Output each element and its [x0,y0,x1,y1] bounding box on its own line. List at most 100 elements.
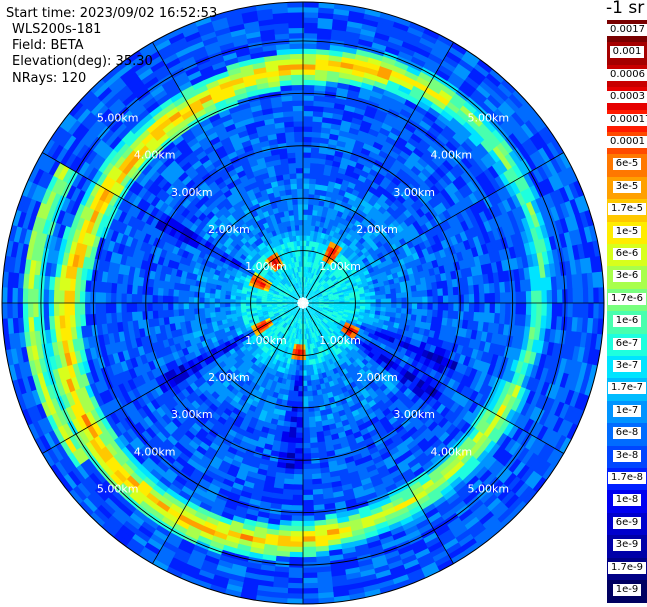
ppi-cell [320,477,332,485]
ppi-cell [415,518,431,531]
ppi-cell [322,267,328,274]
ppi-cell [325,336,331,343]
ppi-cell [302,494,314,501]
ppi-cell [472,189,484,203]
ppi-cell [459,231,469,243]
ppi-cell [587,348,596,366]
ppi-cell [583,226,594,244]
ppi-cell [324,256,330,263]
ppi-cell [316,368,322,375]
ppi-cell [358,38,374,48]
ppi-cell [420,382,430,393]
ppi-cell [536,425,549,442]
ppi-cell [321,482,333,490]
ppi-cell [400,432,412,443]
ppi-cell [483,283,491,295]
ppi-cell [376,365,385,374]
ppi-cell [403,36,421,48]
ppi-cell [414,161,426,173]
ppi-cell [368,95,383,105]
ppi-cell [349,523,364,533]
ppi-cell [307,385,313,392]
ppi-cell [311,390,318,397]
ppi-cell [528,241,538,256]
ppi-cell [451,525,469,540]
ppi-cell [406,458,420,470]
ppi-cell [544,397,556,414]
ppi-cell [325,314,332,319]
ppi-cell [442,159,455,172]
ppi-cell [324,268,330,275]
ppi-cell [533,150,547,167]
ppi-cell [419,232,429,243]
ppi-cell [315,58,330,66]
ppi-cell [532,113,548,131]
ppi-cell [446,101,461,115]
ppi-cell [316,275,321,282]
ppi-cell [370,303,377,308]
ppi-cell [323,318,329,324]
ppi-cell [577,303,584,319]
ppi-cell [442,287,449,297]
ppi-cell [458,294,465,304]
ppi-cell [412,407,423,418]
ppi-cell [303,313,305,320]
ppi-cell [459,422,472,435]
ppi-cell [356,331,364,338]
ppi-cell [571,274,579,290]
ppi-cell [421,460,434,472]
ppi-cell [482,119,497,134]
ppi-cell [451,380,461,393]
ppi-cell [548,235,558,252]
ppi-cell [515,430,529,446]
ppi-cell [380,540,397,551]
ppi-cell [437,34,455,48]
ppi-cell [314,84,327,92]
ppi-cell [320,272,325,278]
ppi-cell [528,116,544,134]
ppi-cell [498,419,511,435]
ppi-cell [472,482,487,497]
ppi-cell [318,298,325,301]
ppi-cell [315,220,321,227]
ppi-cell [356,467,369,477]
ppi-cell [505,183,517,198]
ppi-cell [308,411,315,418]
ppi-cell [322,492,334,500]
ppi-cell [306,312,309,319]
ppi-cell [303,32,319,39]
ppi-cell [491,162,505,177]
ppi-cell [354,294,361,298]
ppi-cell [389,469,402,480]
ppi-cell [317,270,322,277]
ppi-cell [298,339,302,346]
ppi-cell [293,474,303,480]
ppi-cell [306,229,311,236]
ppi-cell [542,125,557,143]
ppi-cell [558,233,568,249]
ppi-cell [350,74,365,83]
ppi-cell [449,551,468,565]
ppi-cell [473,312,480,323]
ppi-cell [455,372,465,384]
ppi-cell [419,391,430,402]
ppi-cell [483,424,495,439]
ppi-cell [302,499,314,506]
ppi-cell [459,104,475,119]
ppi-cell [530,392,541,408]
ppi-cell [366,424,376,434]
ppi-cell [533,239,543,255]
ppi-cell [355,418,365,427]
ppi-cell [421,309,428,317]
ppi-cell [324,513,338,521]
ppi-cell [315,324,321,331]
ppi-cell [539,367,550,383]
ppi-cell [362,525,377,535]
ppi-cell [316,317,322,323]
ppi-cell [372,516,387,526]
ppi-cell [301,328,303,335]
ppi-cell [544,222,555,239]
ppi-cell [418,401,429,412]
ppi-cell [482,362,492,375]
ppi-cell [317,295,324,299]
